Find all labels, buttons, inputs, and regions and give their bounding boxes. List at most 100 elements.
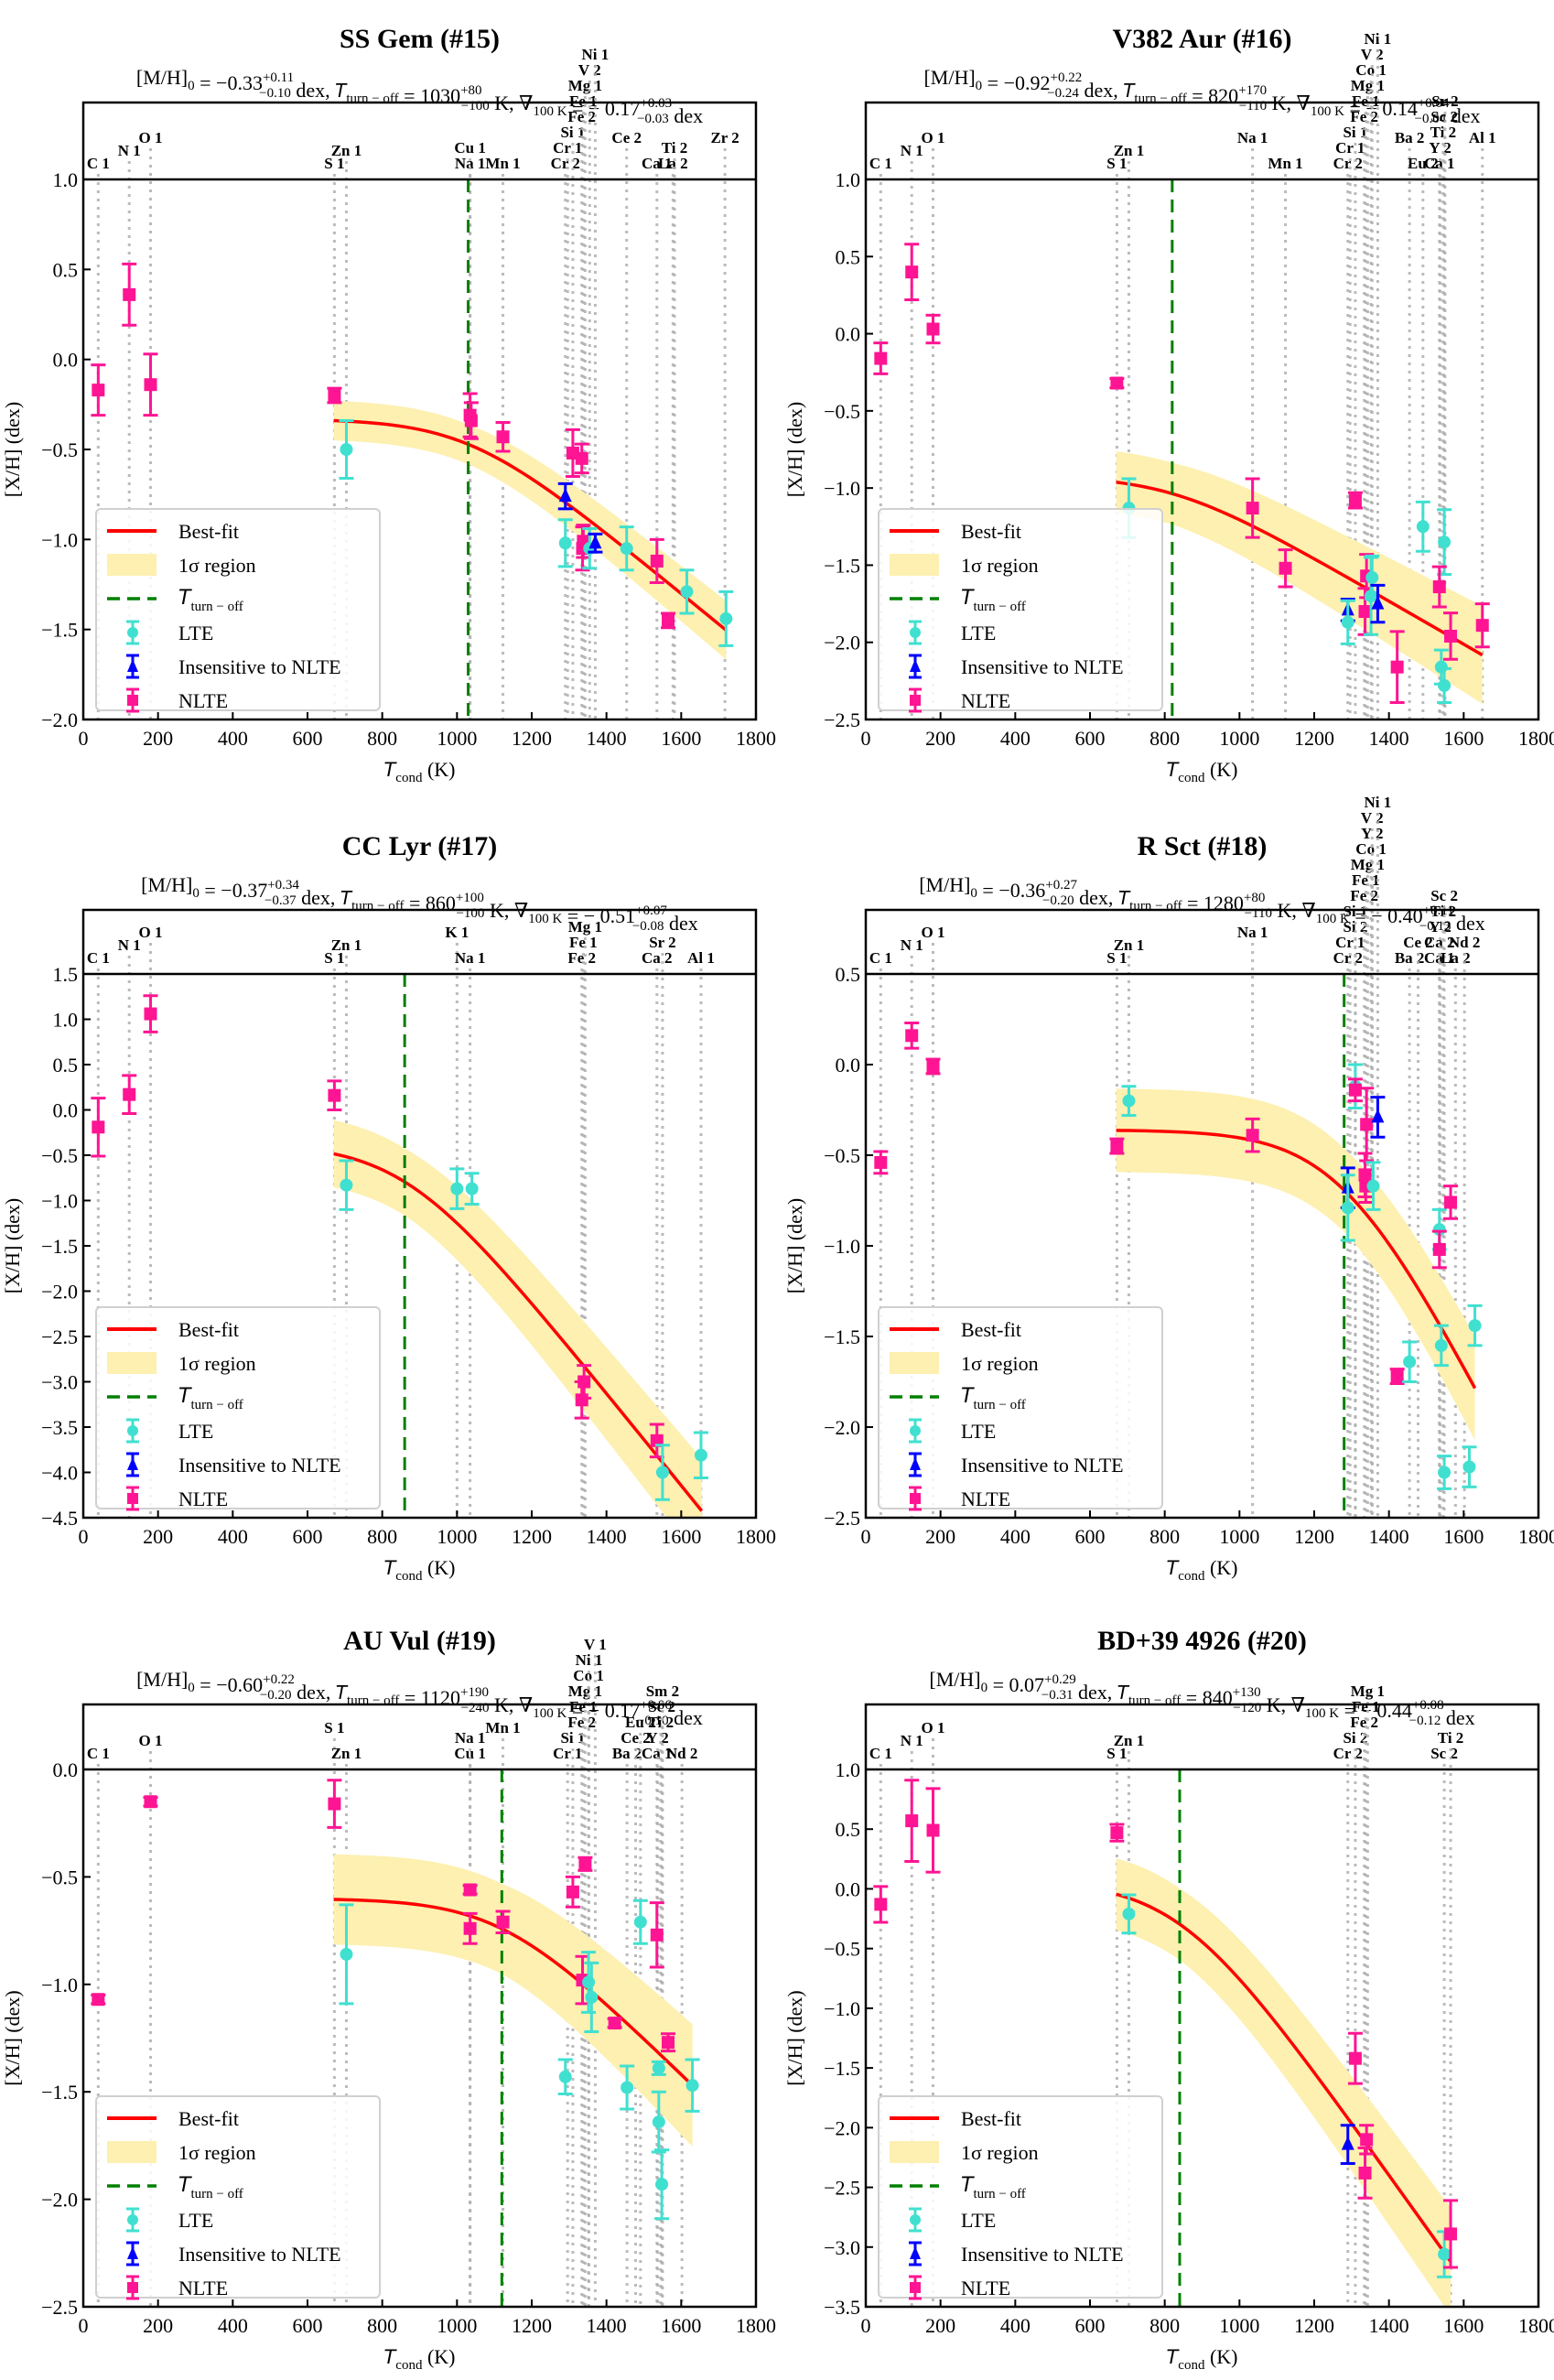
x-tick-label: 800 <box>1149 2314 1180 2337</box>
lte-marker <box>719 611 733 625</box>
lte-marker <box>585 1990 599 2004</box>
legend-label: Best-fit <box>961 1318 1021 1341</box>
sigma-band <box>1116 451 1483 704</box>
panel-subtitle: [M/H]0 = −0.33+0.11 −0.10 dex, Tturn − of… <box>136 66 703 127</box>
y-tick-label: −2.5 <box>824 1507 860 1530</box>
subtitle-part: dex <box>1441 1706 1474 1729</box>
panel-subtitle: [M/H]0 = −0.37+0.34 −0.37 dex, Tturn − of… <box>141 873 698 935</box>
x-label-sub: cond <box>395 2358 423 2373</box>
subtitle-part: +0.22 <box>263 1672 295 1687</box>
element-label: N 1 <box>901 936 923 954</box>
x-label-sub: cond <box>1178 1569 1205 1584</box>
subtitle-part: −0.04 <box>1415 112 1447 126</box>
element-label: Sc 2 <box>1430 887 1458 904</box>
nlte-point <box>1245 1117 1260 1153</box>
subtitle-part: dex <box>1451 912 1485 935</box>
subtitle-part: 0 <box>192 886 200 901</box>
legend-box <box>95 2095 381 2299</box>
data-points <box>873 1021 1483 1490</box>
y-tick-label: −0.5 <box>824 1144 860 1167</box>
nlte-point <box>925 1787 941 1874</box>
panel-title: SS Gem (#15) <box>340 24 500 54</box>
nlte-point <box>1443 611 1459 661</box>
x-axis-label: Tcond (K) <box>383 1556 455 1584</box>
x-tick-label: 1400 <box>587 727 627 750</box>
legend-lte-marker <box>127 627 138 638</box>
y-tick-label: −4.0 <box>41 1462 78 1485</box>
nlte-marker <box>905 265 919 279</box>
subtitle-part: turn − off <box>1129 899 1182 914</box>
legend-turnoff-sub: turn − off <box>190 2187 243 2202</box>
element-label: Ce 2 <box>1403 934 1433 951</box>
lte-marker <box>1438 2247 1451 2261</box>
nlte-marker <box>1358 2166 1372 2180</box>
x-tick-label: 1200 <box>512 727 552 750</box>
nlte-point <box>904 1779 920 1863</box>
lte-marker <box>465 1182 479 1195</box>
nlte-marker <box>1360 1118 1374 1131</box>
lte-point <box>339 1903 354 2006</box>
y-tick-label: −1.0 <box>824 1235 860 1258</box>
element-label: Fe 2 <box>567 108 596 125</box>
insensitive-marker <box>1341 2136 1354 2150</box>
subtitle-part: −0.31 <box>1041 1688 1074 1703</box>
lte-point <box>1437 508 1452 577</box>
element-label: Al 1 <box>1469 129 1496 146</box>
y-axis-label: [X/H] (dex) <box>1 1990 24 2085</box>
nlte-point <box>1278 548 1293 589</box>
data-points <box>873 1779 1459 2278</box>
element-label: Mg 1 <box>1351 77 1385 94</box>
insensitive-marker <box>1371 1109 1385 1123</box>
nlte-marker <box>1348 1083 1362 1097</box>
element-label: Cr 2 <box>1333 155 1363 172</box>
x-tick-label: 600 <box>293 2314 323 2337</box>
x-tick-label: 1600 <box>661 1525 701 1548</box>
element-label: Mn 1 <box>485 1719 520 1736</box>
element-label: O 1 <box>139 1732 163 1749</box>
legend-lte-marker <box>910 627 921 638</box>
axes-frame <box>81 1703 758 2309</box>
lte-point <box>1340 1174 1355 1242</box>
y-axis-label: [X/H] (dex) <box>1 402 24 497</box>
best-fit-line <box>333 1898 694 2087</box>
lte-marker <box>1468 1319 1482 1333</box>
nlte-marker <box>1444 629 1458 643</box>
lte-marker <box>1122 1094 1136 1108</box>
y-tick-label: −2.0 <box>41 709 78 731</box>
y-tick-label: −2.5 <box>41 2296 78 2319</box>
subtitle-part: = − 0.51 <box>562 904 635 927</box>
nlte-marker <box>123 1087 136 1101</box>
lte-marker <box>1341 1201 1354 1215</box>
subtitle-part: = −0.37 <box>200 879 267 902</box>
lte-point <box>584 1961 599 2033</box>
legend-label-turnoff: Tturn − off <box>178 587 243 614</box>
element-label: Ni 1 <box>582 46 610 63</box>
element-label: C 1 <box>869 1745 892 1762</box>
nlte-point <box>565 1875 580 1909</box>
x-tick-label: 1000 <box>437 1525 477 1548</box>
nlte-point <box>462 1883 478 1897</box>
subtitle-part: −0.20 <box>260 1688 292 1703</box>
y-tick-label: −1.0 <box>41 528 78 551</box>
x-axis-label: Tcond (K) <box>383 758 455 785</box>
element-label: Y 2 <box>646 1729 668 1747</box>
nlte-marker <box>1246 502 1259 515</box>
sigma-band <box>333 400 727 660</box>
lte-marker <box>694 1448 707 1462</box>
legend-nlte-marker <box>127 695 138 706</box>
element-label: Mg 1 <box>568 77 602 94</box>
lte-point <box>449 1167 465 1210</box>
x-label-unit: (K) <box>1204 1556 1237 1579</box>
x-tick-label: 1800 <box>736 1525 776 1548</box>
y-tick-label: −3.0 <box>824 2236 860 2259</box>
ins-point <box>557 481 573 511</box>
y-tick-label: −1.5 <box>824 554 860 577</box>
legend-label: Insensitive to NLTE <box>961 1454 1124 1477</box>
x-tick-label: 800 <box>1149 1525 1180 1548</box>
element-label: Sr 2 <box>649 934 675 951</box>
nlte-marker <box>1432 580 1446 594</box>
nlte-point <box>577 1855 593 1872</box>
y-tick-label: −4.5 <box>41 1507 78 1530</box>
y-tick-label: 0.0 <box>53 1758 79 1781</box>
subtitle-part: dex, <box>297 886 340 909</box>
